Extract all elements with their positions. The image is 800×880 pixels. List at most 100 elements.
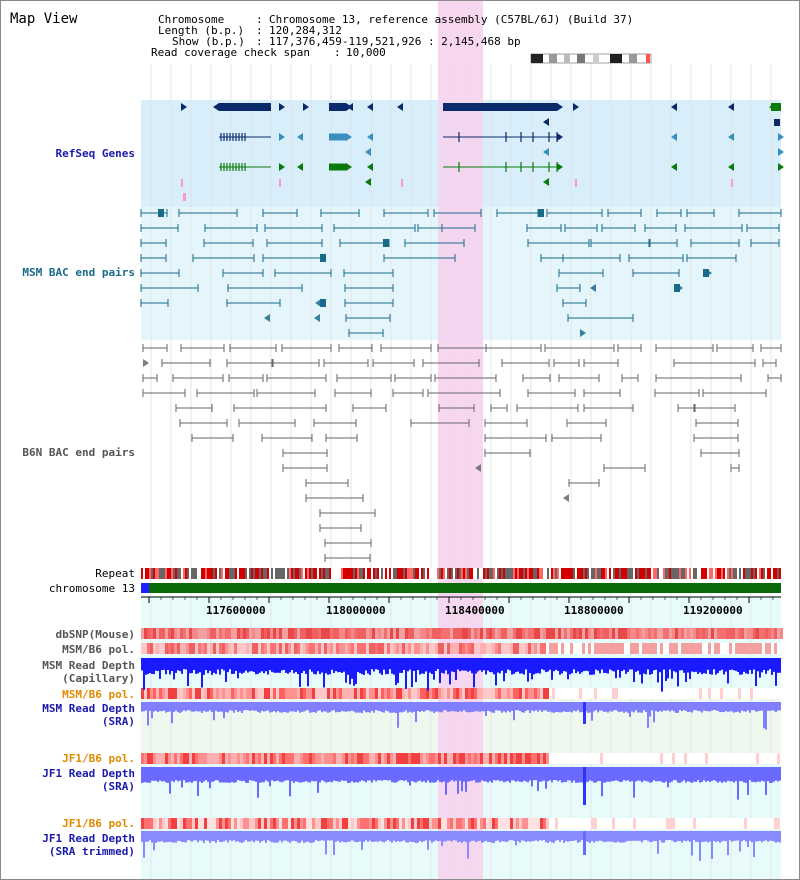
read-depth-bar <box>231 702 233 711</box>
read-depth-bar <box>709 831 711 842</box>
polymorphism-cell <box>594 628 597 639</box>
repeat-segment <box>595 568 597 579</box>
read-depth-bar <box>491 702 493 713</box>
polymorphism-cell <box>498 688 501 699</box>
polymorphism-cell <box>267 643 270 654</box>
polymorphism-cell <box>735 643 738 654</box>
track-label-msm-b6-pol-sra[interactable]: MSM/B6 pol. <box>62 688 135 701</box>
read-depth-bar <box>297 658 299 675</box>
read-depth-bar <box>585 658 587 671</box>
track-label-refseq[interactable]: RefSeq Genes <box>55 147 135 160</box>
track-label-msm-depth-capillary[interactable]: MSM Read Depth <box>42 659 135 672</box>
polymorphism-cell <box>483 688 486 699</box>
polymorphism-cell <box>642 688 645 699</box>
repeat-segment <box>237 568 239 579</box>
repeat-segment <box>313 568 315 579</box>
polymorphism-cell <box>636 628 639 639</box>
track-label-repeat[interactable]: Repeat <box>95 567 135 580</box>
read-depth-bar <box>277 767 279 781</box>
track-label-jf1-b6-pol[interactable]: JF1/B6 pol. <box>62 752 135 765</box>
repeat-segment <box>297 568 299 579</box>
polymorphism-cell <box>156 643 159 654</box>
read-depth-bar <box>681 702 683 712</box>
track-label-jf1-b6-pol-2[interactable]: JF1/B6 pol. <box>62 817 135 830</box>
chromosome-bar <box>149 583 781 593</box>
repeat-segment <box>397 568 399 579</box>
polymorphism-cell <box>192 688 195 699</box>
polymorphism-cell <box>309 688 312 699</box>
read-depth-bar <box>303 831 305 843</box>
polymorphism-cell <box>711 753 714 764</box>
read-depth-bar <box>341 658 343 673</box>
read-depth-bar <box>321 767 323 781</box>
repeat-segment <box>145 568 147 579</box>
read-depth-bar <box>277 702 279 712</box>
read-depth-bar <box>661 767 663 783</box>
read-depth-bar <box>169 658 171 675</box>
track-label-msm-bac[interactable]: MSM BAC end pairs <box>22 266 135 279</box>
polymorphism-cell <box>528 818 531 829</box>
read-depth-bar <box>201 831 203 841</box>
polymorphism-cell <box>339 628 342 639</box>
gene-strand-arrow <box>543 148 549 156</box>
read-depth-bar <box>183 658 185 670</box>
read-depth-bar <box>587 767 589 782</box>
track-label-chromosome[interactable]: chromosome 13 <box>48 582 135 595</box>
polymorphism-cell <box>327 643 330 654</box>
read-depth-bar <box>777 658 779 673</box>
polymorphism-cell <box>348 818 351 829</box>
repeat-segment <box>185 568 187 579</box>
read-depth-bar <box>235 702 237 711</box>
polymorphism-cell <box>717 628 720 639</box>
read-depth-bar <box>775 658 777 686</box>
read-depth-bar <box>289 702 291 712</box>
read-depth-bar <box>749 831 751 841</box>
polymorphism-cell <box>243 818 246 829</box>
read-depth-bar <box>759 767 761 782</box>
read-depth-bar <box>747 767 749 795</box>
read-depth-bar <box>513 767 515 781</box>
track-label-jf1-depth-trimmed[interactable]: JF1 Read Depth <box>42 832 135 845</box>
track-label-jf1-depth-sra[interactable]: JF1 Read Depth <box>42 767 135 780</box>
read-depth-bar <box>495 831 497 841</box>
read-depth-bar <box>203 767 205 782</box>
repeat-segment <box>387 568 389 579</box>
read-depth-bar <box>767 831 769 842</box>
polymorphism-cell <box>330 688 333 699</box>
read-depth-bar <box>613 767 615 781</box>
read-depth-bar <box>775 831 777 843</box>
read-depth-bar <box>247 767 249 783</box>
read-depth-bar <box>295 831 297 842</box>
polymorphism-cell <box>477 688 480 699</box>
polymorphism-cell <box>426 628 429 639</box>
gene-strand-arrow <box>365 148 371 156</box>
polymorphism-cell <box>384 818 387 829</box>
read-depth-bar <box>527 658 529 682</box>
read-depth-bar <box>441 767 443 783</box>
polymorphism-cell <box>291 818 294 829</box>
polymorphism-cell <box>429 628 432 639</box>
read-depth-bar <box>455 702 457 712</box>
repeat-segment <box>395 568 397 579</box>
read-depth-bar <box>353 658 355 686</box>
read-depth-bar <box>777 702 779 711</box>
repeat-segment <box>625 568 627 579</box>
repeat-segment <box>613 568 615 579</box>
polymorphism-cell <box>213 643 216 654</box>
polymorphism-cell <box>357 643 360 654</box>
polymorphism-cell <box>732 643 735 654</box>
read-depth-bar <box>391 658 393 674</box>
polymorphism-cell <box>531 688 534 699</box>
polymorphism-cell <box>714 628 717 639</box>
track-label-msm-depth-sra[interactable]: MSM Read Depth <box>42 702 135 715</box>
track-label-msm-b6-pol[interactable]: MSM/B6 pol. <box>62 643 135 656</box>
polymorphism-cell <box>660 818 663 829</box>
repeat-segment <box>449 568 451 579</box>
read-depth-bar <box>387 831 389 841</box>
read-depth-bar <box>271 767 273 781</box>
read-depth-bar <box>199 702 201 712</box>
track-label-dbsnp[interactable]: dbSNP(Mouse) <box>55 628 135 641</box>
polymorphism-cell <box>342 643 345 654</box>
track-label-b6n-bac[interactable]: B6N BAC end pairs <box>22 446 135 459</box>
